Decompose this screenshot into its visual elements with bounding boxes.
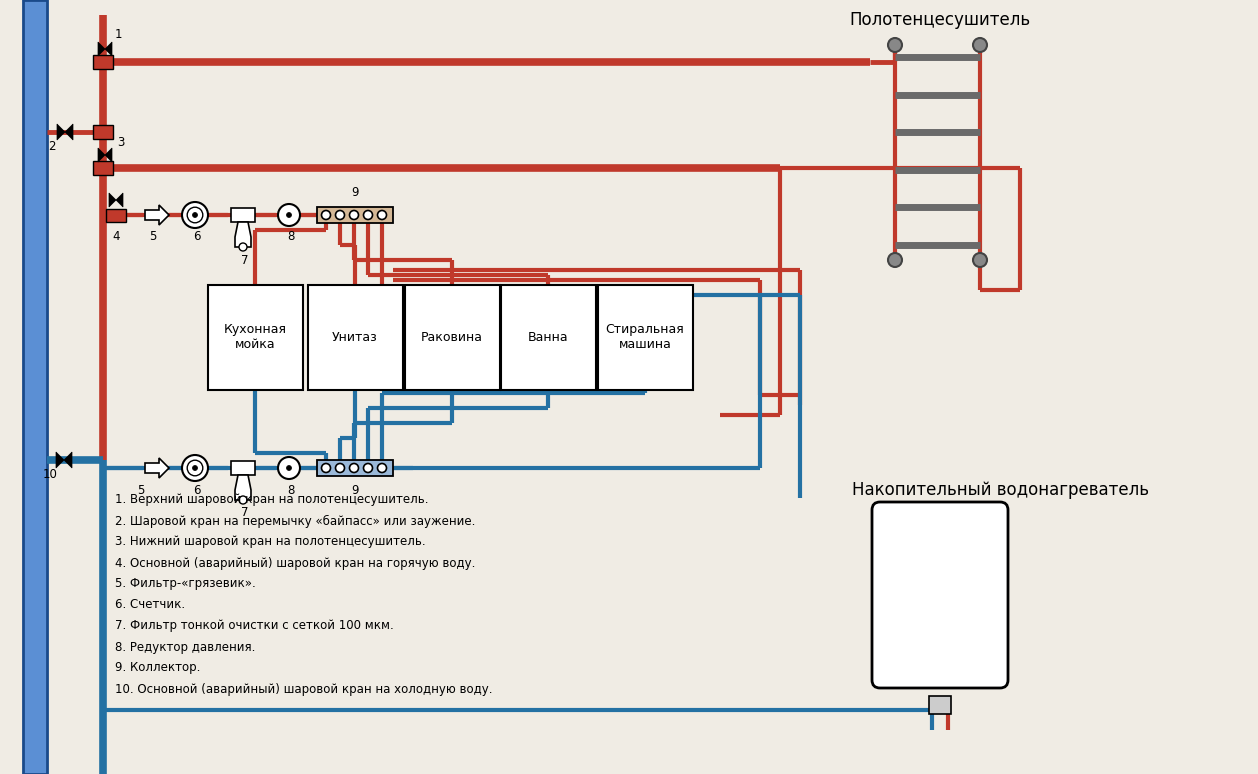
Polygon shape [64, 452, 72, 468]
Bar [598, 285, 692, 390]
Polygon shape [104, 42, 112, 56]
Circle shape [239, 243, 247, 251]
Circle shape [888, 38, 902, 52]
Text: 5: 5 [150, 231, 157, 244]
Text: 2: 2 [48, 141, 55, 153]
Bar [317, 207, 392, 223]
Text: 6. Счетчик.: 6. Счетчик. [114, 598, 185, 611]
Polygon shape [235, 222, 252, 247]
Text: 6: 6 [194, 231, 201, 244]
Circle shape [192, 465, 198, 471]
Text: 9: 9 [351, 484, 359, 496]
Text: 10. Основной (аварийный) шаровой кран на холодную воду.: 10. Основной (аварийный) шаровой кран на… [114, 683, 492, 696]
Polygon shape [109, 193, 116, 207]
Polygon shape [65, 124, 73, 140]
Bar [307, 285, 403, 390]
Bar [231, 461, 255, 475]
Text: Кухонная
мойка: Кухонная мойка [224, 324, 287, 351]
Bar [93, 125, 113, 139]
Text: 5. Фильтр-«грязевик».: 5. Фильтр-«грязевик». [114, 577, 255, 591]
Polygon shape [98, 42, 104, 56]
Bar [928, 696, 951, 714]
Circle shape [278, 204, 299, 226]
Bar [231, 208, 255, 222]
Circle shape [364, 211, 372, 220]
Text: 7: 7 [242, 506, 249, 519]
Circle shape [972, 38, 988, 52]
Text: 9: 9 [351, 187, 359, 200]
Text: 1: 1 [114, 29, 122, 42]
Bar [501, 285, 595, 390]
Bar [93, 55, 113, 69]
Text: 3. Нижний шаровой кран на полотенцесушитель.: 3. Нижний шаровой кран на полотенцесушит… [114, 536, 425, 549]
Text: 10: 10 [43, 468, 58, 481]
Circle shape [377, 464, 386, 472]
Circle shape [336, 211, 345, 220]
Bar [208, 285, 302, 390]
Circle shape [287, 465, 292, 471]
Polygon shape [116, 193, 123, 207]
Text: Ванна: Ванна [527, 331, 569, 344]
Circle shape [377, 211, 386, 220]
Circle shape [239, 496, 247, 504]
Text: Раковина: Раковина [421, 331, 483, 344]
Circle shape [364, 464, 372, 472]
Polygon shape [57, 124, 65, 140]
Text: 4. Основной (аварийный) шаровой кран на горячую воду.: 4. Основной (аварийный) шаровой кран на … [114, 557, 476, 570]
Bar [405, 285, 499, 390]
Text: 6: 6 [194, 484, 201, 496]
Circle shape [278, 457, 299, 479]
Circle shape [192, 213, 198, 217]
FancyBboxPatch shape [872, 502, 1008, 688]
Bar [106, 208, 126, 221]
Circle shape [350, 211, 359, 220]
Text: 8. Редуктор давления.: 8. Редуктор давления. [114, 641, 255, 653]
Polygon shape [57, 452, 64, 468]
Circle shape [182, 455, 208, 481]
Text: 9. Коллектор.: 9. Коллектор. [114, 662, 200, 674]
Text: 5: 5 [137, 484, 145, 496]
Text: Полотенцесушитель: Полотенцесушитель [849, 11, 1030, 29]
Circle shape [336, 464, 345, 472]
Text: 3: 3 [117, 135, 125, 149]
Polygon shape [104, 148, 112, 162]
Polygon shape [235, 475, 252, 500]
Circle shape [888, 253, 902, 267]
Circle shape [287, 213, 292, 217]
Circle shape [182, 202, 208, 228]
Text: 2. Шаровой кран на перемычку «байпасс» или заужение.: 2. Шаровой кран на перемычку «байпасс» и… [114, 515, 476, 528]
Polygon shape [145, 205, 169, 225]
Text: 8: 8 [287, 484, 294, 496]
Circle shape [350, 464, 359, 472]
Bar [317, 460, 392, 476]
Text: 4: 4 [112, 231, 120, 244]
Circle shape [322, 211, 331, 220]
Bar [93, 161, 113, 175]
Text: Стиральная
машина: Стиральная машина [605, 324, 684, 351]
Polygon shape [145, 458, 169, 478]
Bar [23, 0, 47, 774]
Polygon shape [98, 148, 104, 162]
Text: 7: 7 [242, 254, 249, 266]
Circle shape [322, 464, 331, 472]
Text: 1. Верхний шаровой кран на полотенцесушитель.: 1. Верхний шаровой кран на полотенцесуши… [114, 494, 429, 506]
Circle shape [972, 253, 988, 267]
Text: 8: 8 [287, 231, 294, 244]
Text: 7. Фильтр тонкой очистки с сеткой 100 мкм.: 7. Фильтр тонкой очистки с сеткой 100 мк… [114, 619, 394, 632]
Text: Накопительный водонагреватель: Накопительный водонагреватель [852, 481, 1149, 499]
Text: Унитаз: Унитаз [332, 331, 377, 344]
